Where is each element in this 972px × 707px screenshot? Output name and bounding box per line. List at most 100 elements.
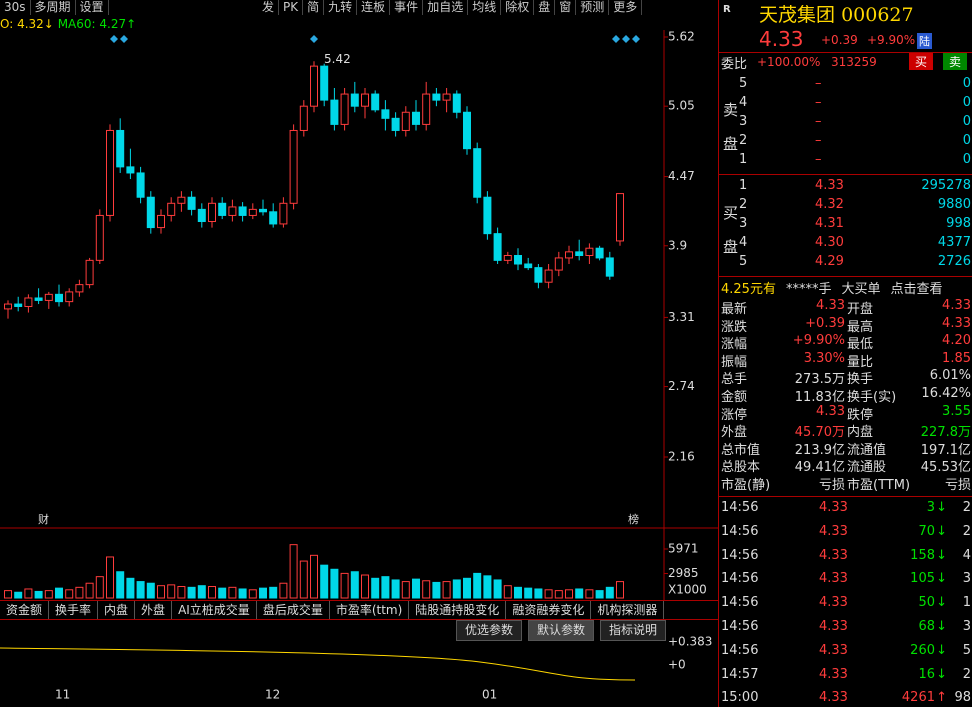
candle-body <box>167 202 176 216</box>
trade-count: 1 <box>962 595 971 611</box>
tool[interactable]: 连板 <box>357 0 391 15</box>
level: 4 <box>739 95 748 110</box>
tab[interactable]: AI立桩成交量 <box>172 601 257 619</box>
x-label: 11 <box>55 688 70 702</box>
volume-bar <box>65 589 74 599</box>
tool[interactable]: 事件 <box>390 0 424 15</box>
stat-value: 4.33 <box>942 315 971 331</box>
level: 3 <box>739 114 748 129</box>
level-volume: 0 <box>962 114 971 129</box>
marker: 榜 <box>628 512 639 526</box>
level-volume: 9880 <box>937 197 971 212</box>
tool[interactable]: PK <box>279 0 304 15</box>
ind-tick: +0.383 <box>668 635 712 649</box>
tab[interactable]: 换手率 <box>49 601 99 619</box>
tool[interactable]: 窗 <box>555 0 577 15</box>
trade-arrow: ↓ <box>936 619 947 634</box>
t: 4.25元有 <box>721 282 776 297</box>
candle-body <box>575 251 584 256</box>
tool[interactable]: 设置 <box>76 0 109 15</box>
candle-body <box>381 109 390 119</box>
change: +0.39 <box>821 33 858 47</box>
tab[interactable]: 内盘 <box>98 601 136 619</box>
stat-label: 最低 <box>847 337 874 353</box>
tab[interactable]: 外盘 <box>135 601 173 619</box>
candle-body <box>483 196 492 235</box>
y-tick-label: 2.74 <box>668 379 695 393</box>
volume-bar <box>279 582 288 599</box>
trade-price: 4.33 <box>819 500 848 515</box>
candle-body <box>554 257 563 271</box>
volume-bar <box>44 590 53 599</box>
stock-name: 天茂集团 000627 <box>759 0 914 27</box>
button[interactable]: 优选参数 <box>456 620 523 641</box>
level: 1 <box>739 178 748 193</box>
stat-label: 市盈(TTM) <box>847 478 911 493</box>
t: 盘 <box>723 238 739 256</box>
tab[interactable]: 融资融券变化 <box>506 601 592 619</box>
tool[interactable]: 发 <box>258 0 280 15</box>
trade-price: 4.33 <box>819 690 848 706</box>
tool[interactable]: 30s <box>0 0 31 15</box>
tab[interactable]: 陆股通持股变化 <box>409 601 507 619</box>
volume-bar <box>228 586 237 599</box>
tab[interactable]: 资金额 <box>0 601 50 619</box>
stat-label: 内盘 <box>847 425 874 441</box>
volume-bar <box>320 564 329 599</box>
volume-bar <box>575 588 584 599</box>
tab[interactable]: 市盈率(ttm) <box>330 601 410 619</box>
button[interactable]: 默认参数 <box>528 620 595 641</box>
volume-bar <box>616 581 624 599</box>
stat-value: 3.55 <box>942 403 971 419</box>
t: 盘 <box>723 135 739 153</box>
volume-bar <box>422 580 431 599</box>
stat-label: 涨幅 <box>721 337 748 353</box>
stat-value: 273.5万 <box>794 372 845 388</box>
candle-body <box>524 263 533 269</box>
y-tick-label: 3.9 <box>668 238 687 252</box>
level-price: – <box>815 95 822 110</box>
stat-value: 亏损 <box>944 478 971 493</box>
tool[interactable]: 盘 <box>534 0 556 15</box>
buy-button[interactable]: 买 <box>909 53 934 70</box>
tag: 陆 <box>917 33 932 49</box>
stat-label: 总手 <box>721 372 748 388</box>
big-order[interactable]: 4.25元有 *****手 大买单 点击查看 <box>721 278 943 297</box>
tool[interactable]: 简 <box>303 0 325 15</box>
volume-bar <box>55 587 63 599</box>
level-volume: 295278 <box>921 178 971 193</box>
stat-label: 最高 <box>847 319 874 335</box>
candle-body <box>340 93 349 125</box>
trade-arrow: ↓ <box>936 642 947 658</box>
level-price: 4.33 <box>815 178 844 193</box>
level-price: – <box>815 133 822 148</box>
tab[interactable]: 机构探测器 <box>591 601 665 619</box>
tool[interactable]: 九转 <box>324 0 358 15</box>
level-volume: 2726 <box>937 254 971 269</box>
tool[interactable]: 加自选 <box>423 0 469 15</box>
tool[interactable]: 除权 <box>501 0 535 15</box>
candle-body <box>534 267 543 283</box>
tool[interactable]: 均线 <box>468 0 502 15</box>
button[interactable]: 指标说明 <box>600 620 667 641</box>
tool[interactable]: 多周期 <box>31 0 76 15</box>
volume-bar <box>371 577 380 599</box>
level-price: – <box>815 114 822 129</box>
tool[interactable]: 预测 <box>576 0 610 15</box>
chart: 财 榜 +0.383 +0 11 12 01 5.62 5.05 4.47 3.9 3.… <box>0 30 718 702</box>
level-price: – <box>815 76 822 91</box>
ind-tick: +0 <box>668 658 686 672</box>
trade-count: 2 <box>962 666 971 682</box>
y-tick-label: 5.62 <box>668 30 695 44</box>
tab[interactable]: 盘后成交量 <box>257 601 330 619</box>
stat-label: 最新 <box>721 302 748 317</box>
toolbar-right: 发 PK 简九转 连板 事件 加自选 均线 除权盘窗预测 更多 <box>258 0 643 15</box>
trade-time: 14:56 <box>721 571 759 587</box>
stat-label: 总股本 <box>721 460 761 476</box>
trade-volume: 4261 <box>901 690 935 706</box>
candle-body <box>126 166 135 174</box>
stat-value: 49.41亿 <box>794 460 845 476</box>
tool[interactable]: 更多 <box>609 0 643 15</box>
quote-panel: R 天茂集团 000627 4.33 +0.39 +9.90% 陆 委比 +10… <box>718 0 972 707</box>
sell-button[interactable]: 卖 <box>943 53 968 70</box>
